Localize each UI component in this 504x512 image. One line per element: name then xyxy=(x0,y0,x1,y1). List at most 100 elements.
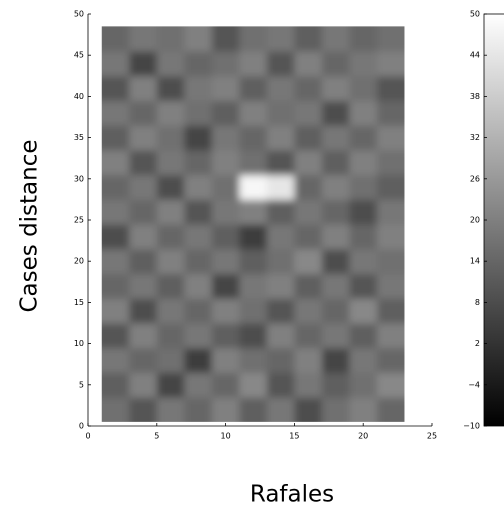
heat-cell xyxy=(101,273,130,299)
heat-cell xyxy=(101,51,130,77)
heat-cell xyxy=(349,273,378,299)
heat-cell xyxy=(294,199,323,225)
heat-cell xyxy=(321,298,350,324)
heat-cell xyxy=(156,149,185,176)
heat-cell xyxy=(266,26,295,52)
heat-cell xyxy=(349,26,378,52)
heat-cell xyxy=(156,372,185,398)
heat-cell xyxy=(321,174,350,200)
heat-cell xyxy=(211,51,240,77)
heat-cell xyxy=(129,26,158,52)
heat-cell xyxy=(211,75,240,102)
heat-cell xyxy=(101,323,130,349)
heat-cell xyxy=(376,224,405,250)
heat-cell xyxy=(156,323,185,349)
x-tick-label: 5 xyxy=(154,432,159,441)
heat-cell xyxy=(184,273,213,299)
heat-cell xyxy=(349,125,378,151)
heat-cell xyxy=(184,125,213,151)
heat-cell xyxy=(129,273,158,299)
heat-cell xyxy=(321,248,350,275)
heat-cell xyxy=(239,100,268,126)
heat-cell xyxy=(101,347,130,373)
heat-cell xyxy=(129,298,158,324)
heat-cell xyxy=(266,199,295,225)
heat-cell xyxy=(376,397,405,422)
heat-cell xyxy=(211,298,240,324)
colorbar-tick-label: −10 xyxy=(463,422,480,431)
y-tick-label: 45 xyxy=(74,51,84,60)
heat-cell xyxy=(184,51,213,77)
heat-cell xyxy=(294,224,323,250)
heat-cell xyxy=(129,174,158,200)
heat-cell xyxy=(266,149,295,176)
heat-cell xyxy=(184,372,213,398)
heat-cell xyxy=(211,149,240,176)
heat-cell xyxy=(294,75,323,102)
heat-cell xyxy=(321,323,350,349)
heat-cell xyxy=(321,199,350,225)
heat-cell xyxy=(321,347,350,373)
y-tick-label: 50 xyxy=(74,10,84,19)
heat-cell xyxy=(239,199,268,225)
heat-cell xyxy=(266,372,295,398)
heat-cell xyxy=(101,397,130,422)
y-tick-label: 15 xyxy=(74,298,84,307)
y-tick-label: 35 xyxy=(74,133,84,142)
colorbar-tick-label: 32 xyxy=(470,133,480,142)
heat-cell xyxy=(211,273,240,299)
heat-cell xyxy=(156,199,185,225)
heat-cell xyxy=(239,323,268,349)
heat-cell xyxy=(376,100,405,126)
heat-cell xyxy=(349,51,378,77)
heat-cell xyxy=(101,125,130,151)
heat-cell xyxy=(376,174,405,200)
heat-cell xyxy=(294,125,323,151)
heat-cell xyxy=(156,347,185,373)
heat-cell xyxy=(101,149,130,176)
heat-cell xyxy=(349,149,378,176)
heat-cell xyxy=(266,224,295,250)
colorbar-tick-label: 26 xyxy=(470,174,480,183)
heat-cell xyxy=(184,75,213,102)
y-tick-label: 5 xyxy=(79,380,84,389)
heat-cell xyxy=(184,347,213,373)
heat-cell xyxy=(376,347,405,373)
heat-cell xyxy=(211,174,240,200)
heat-cell xyxy=(211,397,240,422)
heat-cell xyxy=(184,323,213,349)
heat-cell xyxy=(239,149,268,176)
heat-cell xyxy=(184,199,213,225)
heat-cell xyxy=(376,26,405,52)
heat-cell xyxy=(294,273,323,299)
colorbar-tick-label: 20 xyxy=(470,216,480,225)
heat-cell xyxy=(239,273,268,299)
heat-cell xyxy=(294,100,323,126)
heat-cell xyxy=(321,273,350,299)
heat-cell xyxy=(349,347,378,373)
colorbar-tick-label: 8 xyxy=(475,298,480,307)
colorbar-tick-label: 38 xyxy=(470,92,480,101)
heat-cell xyxy=(184,248,213,275)
heat-cell xyxy=(156,174,185,200)
heat-cell xyxy=(184,26,213,52)
heat-cell xyxy=(266,298,295,324)
heat-cell xyxy=(239,372,268,398)
heat-cell xyxy=(101,298,130,324)
heat-cell xyxy=(321,100,350,126)
colorbar-tick-label: −4 xyxy=(468,380,480,389)
x-tick-label: 0 xyxy=(85,432,90,441)
y-axis-label: Cases distance xyxy=(17,139,43,312)
heat-cell xyxy=(211,372,240,398)
heat-cell xyxy=(156,51,185,77)
x-tick-label: 15 xyxy=(289,432,299,441)
heat-cell xyxy=(129,199,158,225)
heat-cell xyxy=(294,248,323,275)
heat-cell xyxy=(239,347,268,373)
heat-cell xyxy=(156,75,185,102)
heat-cell xyxy=(129,347,158,373)
heat-cell xyxy=(294,397,323,422)
heat-cell xyxy=(349,224,378,250)
heat-cell xyxy=(129,323,158,349)
heat-cell xyxy=(184,397,213,422)
